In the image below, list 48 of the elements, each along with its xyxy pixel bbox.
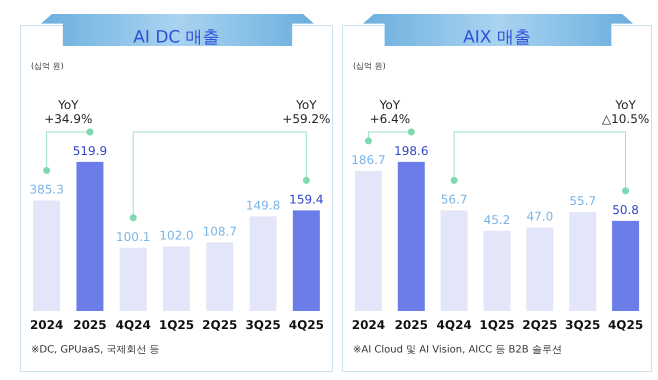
data-label: 186.7: [351, 152, 386, 167]
data-label: 159.4: [289, 192, 324, 206]
x-tick-label: 2025: [394, 318, 428, 332]
bar: [569, 212, 596, 311]
x-tick-label: 4Q25: [608, 318, 644, 332]
bar: [526, 228, 554, 311]
bar: [292, 210, 320, 311]
x-tick-label: 3Q25: [245, 318, 281, 332]
text: YoY △10.5%: [602, 98, 650, 126]
data-label: 45.2: [484, 212, 510, 227]
text: (십억 원): [353, 62, 386, 70]
data-label: 385.3: [29, 182, 64, 197]
x-tick-label: 3Q25: [565, 318, 600, 332]
text: YoY +34.9%: [44, 98, 92, 126]
bar: [612, 220, 640, 311]
data-label: 149.8: [246, 198, 280, 212]
data-label: 108.7: [202, 224, 237, 238]
x-tick-label: 2Q25: [522, 318, 558, 332]
text: ※DC, GPUaaS, 국제회선 등: [31, 344, 160, 356]
bar: [250, 216, 277, 311]
bar: [484, 230, 510, 311]
x-tick-label: 1Q25: [158, 318, 194, 332]
data-label: 55.7: [569, 194, 596, 208]
data-label: 47.0: [526, 210, 554, 224]
bar: [120, 248, 147, 311]
x-tick-label: 4Q24: [436, 318, 472, 332]
bar: [206, 242, 234, 311]
data-label: 56.7: [440, 192, 468, 206]
chart-title: AIX 매출: [463, 28, 531, 48]
bar: [440, 210, 468, 311]
bar: [163, 246, 190, 311]
x-tick-label: 2024: [352, 318, 386, 332]
data-label: 519.9: [72, 144, 108, 158]
x-tick-label: 2025: [73, 318, 107, 332]
x-tick-label: 4Q24: [116, 318, 151, 332]
text: (십억 원): [31, 62, 64, 70]
x-tick-label: 2024: [30, 318, 64, 332]
chart-title: AI DC 매출: [133, 28, 220, 48]
text: YoY +59.2%: [282, 98, 330, 126]
x-tick-label: 1Q25: [479, 318, 515, 332]
x-tick-label: 4Q25: [288, 318, 324, 332]
data-label: 100.1: [116, 230, 150, 244]
data-label: 50.8: [612, 202, 639, 217]
data-label: 198.6: [394, 144, 428, 158]
text: YoY +6.4%: [370, 98, 410, 126]
x-tick-label: 2Q25: [202, 318, 238, 332]
data-label: 102.0: [159, 228, 194, 243]
text: ※AI Cloud 및 AI Vision, AICC 등 B2B 솔루션: [353, 344, 562, 356]
